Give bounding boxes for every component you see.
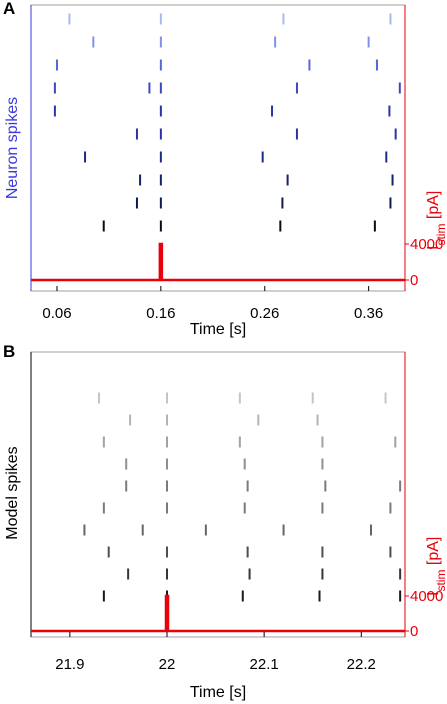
panel-b-x-tick-label: 21.9 [55, 656, 84, 673]
panel-b-x-tick-label: 22 [159, 656, 176, 673]
panel-a-stim-label-sub: stim [434, 224, 447, 246]
panel-b-stim-label-unit: [pA] [425, 537, 442, 570]
panel-a: A Neuron spikes Istim [pA] Time [s] 0.06… [3, 0, 447, 338]
panel-b-y-label: Model spikes [4, 446, 21, 539]
panel-b-letter: B [3, 342, 15, 361]
panel-a-stim-label: Istim [pA] [425, 191, 447, 250]
panel-a-stim-tick-label: 4000 [410, 236, 443, 253]
panel-b-frame [30, 351, 406, 638]
panel-a-x-tick-label: 0.36 [354, 305, 383, 322]
panel-a-stim-label-unit: [pA] [425, 191, 442, 224]
panel-a-frame [30, 4, 406, 292]
panel-a-marks: 0.06 0.16 0.26 0.36 4000 0 [31, 13, 443, 322]
panel-b-x-tick-label: 22.1 [250, 656, 279, 673]
panel-b-stim-label-main: I [425, 592, 442, 596]
panel-a-x-tick-label: 0.26 [250, 305, 279, 322]
panel-b-x-tick-label: 22.2 [347, 656, 376, 673]
panel-a-stim-trace [31, 242, 405, 282]
panel-b-stim-label-sub: stim [434, 570, 447, 592]
panel-b-x-label: Time [s] [190, 684, 246, 701]
panel-a-stim-tick-label: 0 [410, 272, 418, 289]
panel-a-x-label: Time [s] [190, 321, 246, 338]
panel-a-x-tick-label: 0.06 [42, 305, 71, 322]
panel-b-stim-label: Istim [pA] [425, 537, 447, 596]
panel-b-stim-tick-label: 4000 [410, 588, 443, 605]
panel-a-x-tick-label: 0.16 [146, 305, 175, 322]
panel-b-marks: 21.9 22 22.1 22.2 4000 0 [31, 392, 443, 673]
panel-b: B Model spikes Istim [pA] Time [s] 21.9 2… [3, 342, 447, 701]
panel-a-y-label: Neuron spikes [4, 97, 21, 199]
panel-a-letter: A [3, 0, 15, 18]
panel-a-stim-label-main: I [425, 246, 442, 250]
panel-b-stim-tick-label: 0 [410, 623, 418, 640]
panel-b-stim-trace [31, 594, 405, 633]
